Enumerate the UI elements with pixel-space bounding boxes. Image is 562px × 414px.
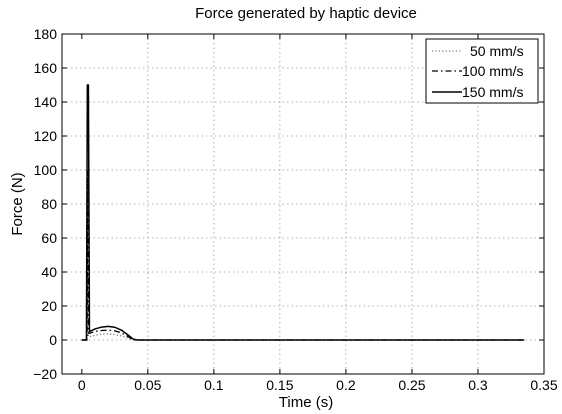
y-tick-label: 80 [41,196,57,212]
legend: 50 mm/s 100 mm/s 150 mm/s [425,38,539,104]
y-tick-label: 160 [34,60,58,76]
x-axis-label: Time (s) [279,394,333,411]
y-tick-label: 20 [41,298,57,314]
x-tick-label: 0.1 [204,377,224,393]
ticks: 0 0.05 0.1 0.15 0.2 0.25 0.3 0.35 −20 0 20 40 60 80 10… [33,26,558,393]
y-tick-label: 60 [41,230,57,246]
series-layer [81,84,525,341]
legend-entry-50: 50 mm/s [470,43,524,59]
y-tick-label: 140 [34,94,58,110]
y-axis-label: Force (N) [9,172,26,235]
y-tick-label: 100 [34,162,58,178]
series-line-2 [81,84,525,341]
x-tick-label: 0.35 [530,377,557,393]
x-tick-label: 0.25 [398,377,425,393]
x-tick-label: 0.15 [266,377,293,393]
x-tick-label: 0 [78,377,86,393]
y-tick-label: −20 [33,366,57,382]
y-tick-label: 180 [34,26,58,42]
y-tick-label: 40 [41,264,57,280]
x-tick-label: 0.3 [468,377,488,393]
legend-entry-100: 100 mm/s [462,63,523,79]
x-tick-label: 0.2 [336,377,356,393]
x-tick-label: 0.05 [134,377,161,393]
legend-entry-150: 150 mm/s [462,84,523,100]
y-tick-label: 120 [34,128,58,144]
series-line-1 [81,169,525,341]
chart-title: Force generated by haptic device [195,5,417,22]
y-tick-label: 0 [49,332,57,348]
